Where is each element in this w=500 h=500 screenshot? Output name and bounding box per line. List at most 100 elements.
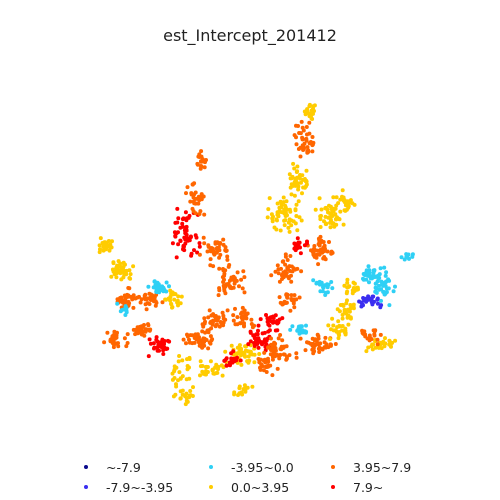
- map-point: [173, 292, 178, 297]
- map-point: [291, 301, 296, 306]
- map-point: [185, 364, 190, 368]
- map-point: [264, 338, 269, 343]
- map-point: [208, 341, 213, 346]
- map-point: [208, 257, 213, 262]
- map-point: [102, 240, 107, 245]
- map-point: [110, 341, 115, 345]
- map-point: [270, 373, 275, 378]
- map-point: [299, 269, 304, 274]
- map-point: [144, 297, 149, 302]
- map-point: [250, 384, 255, 389]
- legend-item-1: ~-7.9: [84, 458, 141, 476]
- map-point: [252, 360, 257, 365]
- map-point: [220, 373, 225, 378]
- map-point: [187, 337, 191, 342]
- map-point: [314, 281, 319, 286]
- map-point: [366, 264, 371, 269]
- map-point: [170, 371, 175, 376]
- map-point: [299, 180, 303, 185]
- map-point: [299, 119, 304, 124]
- map-point: [343, 326, 348, 331]
- map-point: [340, 316, 345, 321]
- map-point: [341, 195, 346, 200]
- map-point: [299, 218, 304, 223]
- legend-marker: [84, 465, 88, 469]
- map-point: [280, 302, 285, 307]
- map-point: [139, 328, 143, 333]
- map-point: [177, 354, 182, 358]
- map-point: [98, 236, 103, 241]
- map-point: [328, 337, 332, 342]
- map-point: [366, 345, 371, 350]
- map-point: [390, 340, 395, 345]
- map-point: [288, 176, 293, 181]
- map-point: [375, 301, 380, 306]
- map-point: [278, 228, 283, 233]
- map-point: [240, 392, 245, 397]
- map-point: [345, 277, 350, 282]
- map-point: [330, 316, 335, 321]
- map-point: [331, 206, 336, 211]
- map-point: [269, 336, 273, 341]
- map-point: [204, 364, 209, 369]
- map-point: [112, 329, 117, 334]
- map-point: [109, 274, 114, 279]
- map-point: [118, 269, 123, 273]
- map-point: [205, 249, 210, 254]
- map-point: [203, 160, 207, 165]
- legend-item-2: -7.9~-3.95: [84, 478, 173, 496]
- map-point: [298, 145, 303, 150]
- legend-label: 3.95~7.9: [353, 459, 412, 475]
- map-point: [270, 216, 275, 221]
- map-point: [287, 264, 292, 269]
- map-point: [384, 270, 389, 275]
- map-point: [107, 243, 112, 248]
- map-point: [190, 394, 195, 398]
- map-point: [206, 330, 211, 335]
- map-point: [236, 350, 241, 355]
- map-point: [190, 333, 195, 338]
- map-point: [138, 300, 143, 305]
- map-point: [289, 192, 294, 197]
- map-point: [296, 187, 301, 192]
- map-point: [202, 212, 207, 217]
- map-point: [346, 204, 351, 209]
- map-point: [156, 342, 161, 347]
- map-point: [235, 345, 240, 350]
- map-point: [176, 242, 181, 247]
- map-point: [331, 195, 336, 200]
- map-point: [294, 297, 299, 302]
- map-point: [256, 357, 261, 361]
- map-point: [131, 293, 136, 298]
- map-point: [248, 349, 253, 354]
- map-point: [317, 350, 322, 354]
- map-point: [297, 215, 302, 220]
- map-point: [231, 313, 236, 318]
- map-point: [238, 358, 243, 363]
- map-point: [367, 333, 372, 338]
- map-point: [338, 209, 343, 214]
- map-point: [159, 340, 163, 345]
- map-point: [146, 322, 150, 327]
- map-point: [261, 358, 266, 363]
- map-point: [220, 310, 225, 315]
- map-point: [363, 334, 368, 339]
- map-point: [406, 252, 411, 257]
- map-point: [142, 323, 146, 327]
- legend-item-5: 3.95~7.9: [331, 458, 411, 476]
- map-point: [391, 289, 396, 294]
- map-point: [290, 324, 295, 329]
- map-point: [189, 191, 194, 196]
- map-point: [302, 185, 307, 190]
- map-point: [296, 199, 301, 204]
- map-point: [288, 209, 293, 214]
- map-point: [135, 327, 140, 331]
- map-point: [238, 321, 243, 326]
- map-point: [111, 260, 116, 265]
- map-point: [170, 241, 175, 246]
- map-point: [155, 285, 160, 290]
- map-point: [216, 364, 221, 369]
- map-point: [393, 338, 398, 343]
- map-point: [188, 234, 193, 239]
- map-point: [322, 245, 327, 250]
